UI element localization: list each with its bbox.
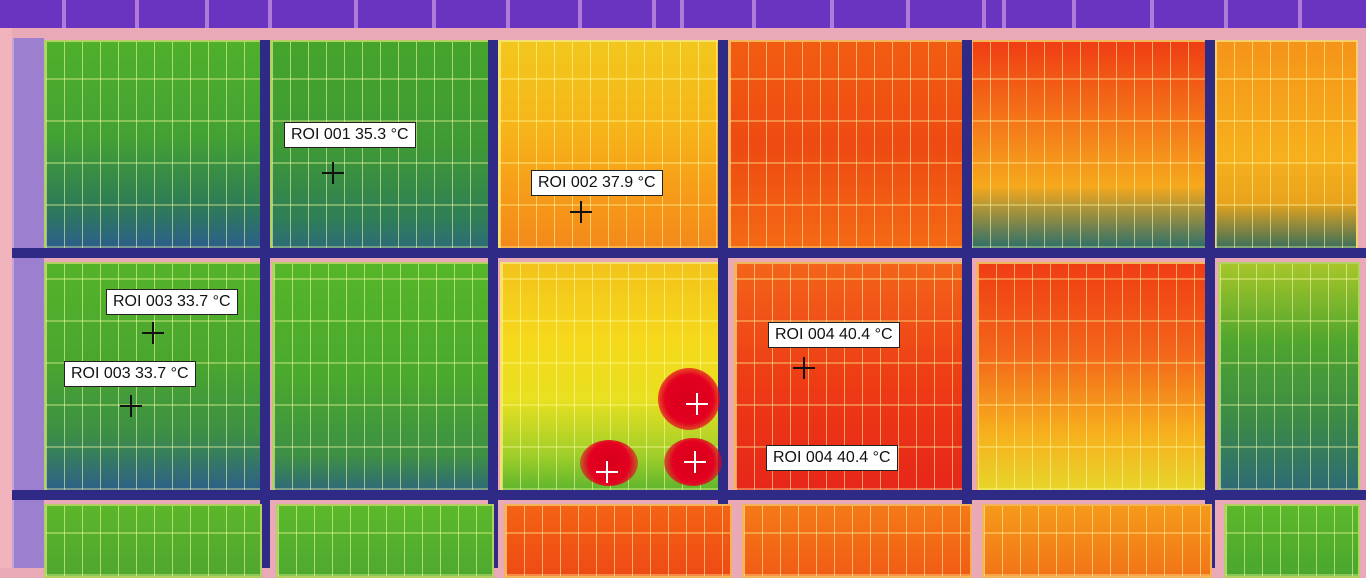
solar-panel (742, 504, 972, 578)
solar-panel (44, 504, 262, 578)
crosshair-marker (793, 357, 815, 379)
solar-panel (982, 504, 1212, 578)
mounting-rail (12, 38, 44, 568)
panel-frame-gap (1205, 40, 1215, 568)
hotspot (658, 368, 720, 430)
solar-panel (1224, 504, 1360, 578)
crosshair-marker (570, 201, 592, 223)
crosshair-marker (322, 162, 344, 184)
crosshair-marker (596, 461, 618, 483)
panel-frame-gap (12, 490, 1366, 500)
roi-label: ROI 004 40.4 °C (766, 445, 898, 471)
panel-frame-gap (12, 248, 1366, 258)
crosshair-marker (142, 322, 164, 344)
solar-panel (270, 40, 490, 250)
panel-frame-gap (260, 40, 270, 568)
roi-label: ROI 001 35.3 °C (284, 122, 416, 148)
solar-panel (276, 504, 494, 578)
panel-frame-gap (488, 40, 498, 568)
solar-panel (44, 40, 262, 250)
panel-frame-gap (718, 40, 728, 568)
solar-panel (728, 40, 964, 250)
solar-panel (970, 40, 1208, 250)
roi-label: ROI 004 40.4 °C (768, 322, 900, 348)
solar-panel (498, 40, 720, 250)
roi-label: ROI 003 33.7 °C (64, 361, 196, 387)
panel-frame-gap (962, 40, 972, 568)
solar-panel (1214, 40, 1358, 250)
solar-panel (272, 262, 492, 492)
solar-panel (504, 504, 732, 578)
crosshair-marker (120, 395, 142, 417)
hotspot (580, 440, 638, 486)
roi-label: ROI 002 37.9 °C (531, 170, 663, 196)
solar-panel (1218, 262, 1360, 492)
crosshair-marker (686, 393, 708, 415)
solar-panel (976, 262, 1208, 492)
roi-label: ROI 003 33.7 °C (106, 289, 238, 315)
crosshair-marker (684, 451, 706, 473)
roof-edge-left (0, 28, 12, 568)
roof-edge-band (0, 0, 1366, 28)
